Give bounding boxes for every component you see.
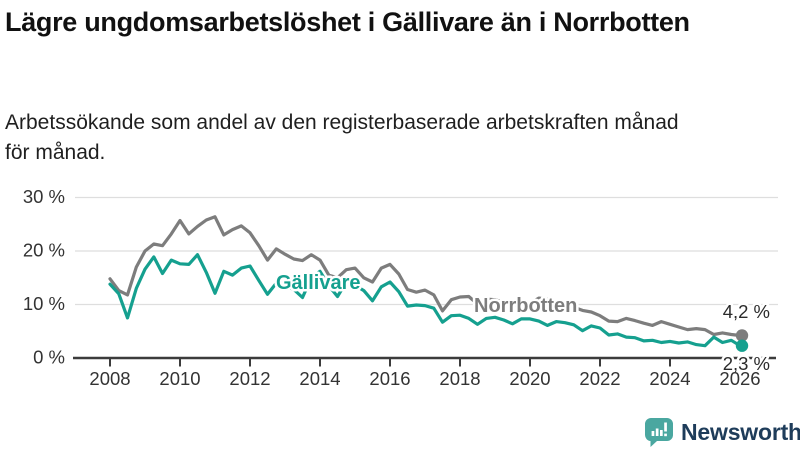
chart-subtitle: Arbetssökande som andel av den registerb…	[5, 111, 679, 164]
x-label-2016: 2016	[369, 368, 410, 389]
x-label-2010: 2010	[159, 368, 200, 389]
y-label-20: 20 %	[23, 240, 65, 261]
norrbotten-line	[108, 215, 742, 338]
gallivare-end-dot	[735, 339, 749, 352]
norrbotten-end-dot	[735, 329, 749, 342]
x-label-2008: 2008	[89, 368, 130, 389]
bar-chart-speech-bubble-icon	[645, 418, 673, 447]
gallivare-line	[108, 253, 742, 348]
x-label-2026: 2026	[719, 368, 760, 389]
gallivare-series-label: Gällivare	[276, 272, 361, 294]
y-label-30: 30 %	[23, 186, 65, 207]
brand-name: Newsworthy	[681, 418, 800, 445]
x-label-2018: 2018	[439, 368, 480, 389]
x-label-2024: 2024	[649, 368, 690, 389]
y-label-10: 10 %	[23, 293, 65, 314]
norrbotten-end-value-label: 4,2 %	[723, 301, 770, 322]
gallivare-end-value-label: 2,3 %	[723, 353, 770, 374]
newsworthy-logo: Newsworthy	[645, 417, 800, 447]
x-label-2020: 2020	[509, 368, 550, 389]
page-title: Lägre ungdomsarbetslöshet i Gällivare än…	[5, 7, 690, 37]
x-label-2012: 2012	[229, 368, 270, 389]
x-label-2014: 2014	[299, 368, 340, 389]
y-label-0: 0 %	[33, 347, 65, 368]
norrbotten-series-label: Norrbotten	[474, 295, 577, 317]
x-label-2022: 2022	[579, 368, 620, 389]
